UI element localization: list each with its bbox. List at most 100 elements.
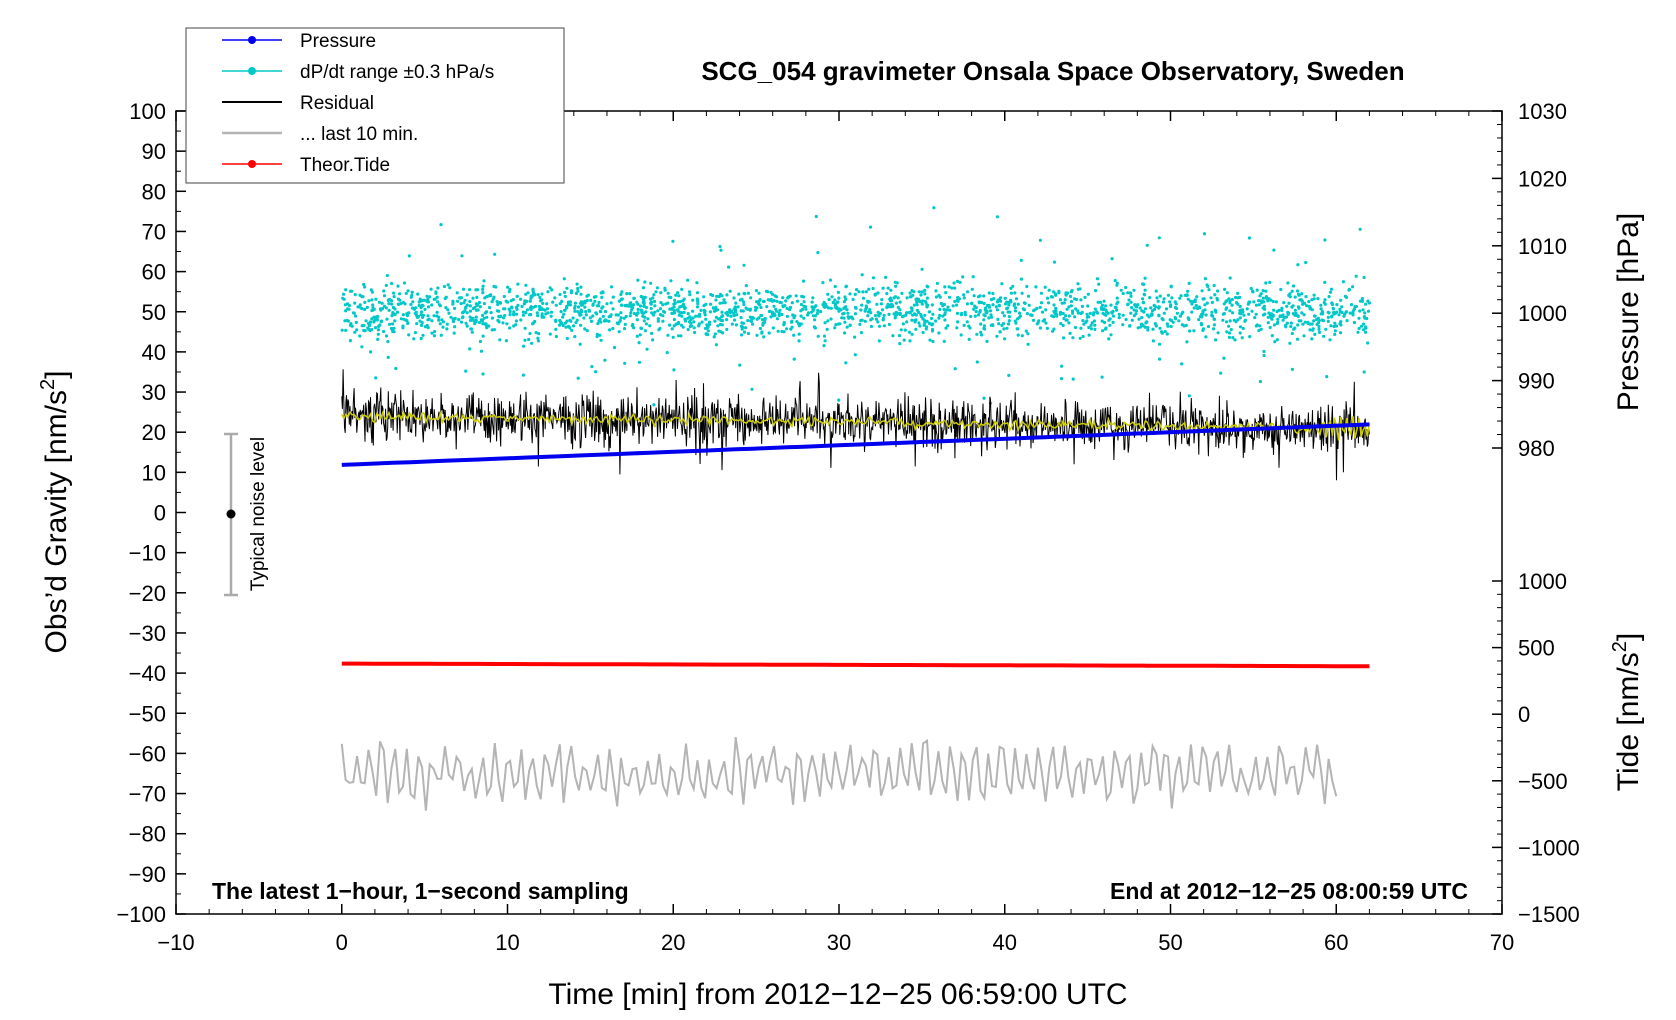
dpdt-point xyxy=(669,279,673,283)
dpdt-point xyxy=(666,291,670,295)
dpdt-point xyxy=(1058,298,1062,302)
dpdt-point xyxy=(497,309,501,313)
legend: Pressure dP/dt range ±0.3 hPa/s Residual… xyxy=(185,27,565,184)
legend-label-tide: Theor.Tide xyxy=(300,155,390,176)
dpdt-point xyxy=(452,331,456,335)
dpdt-point xyxy=(1169,284,1173,288)
dpdt-point xyxy=(1266,299,1270,303)
dpdt-point xyxy=(882,313,886,317)
dpdt-point xyxy=(683,319,688,323)
dpdt-point xyxy=(413,331,417,335)
dpdt-point xyxy=(1135,305,1139,309)
dpdt-point xyxy=(1106,311,1110,315)
dpdt-point xyxy=(953,299,957,304)
dpdt-point xyxy=(1040,310,1045,314)
dpdt-point xyxy=(615,321,619,325)
dpdt-point xyxy=(554,303,558,307)
dpdt-point xyxy=(1233,338,1237,342)
dpdt-point xyxy=(536,336,540,340)
y-left-tick-label: 50 xyxy=(142,300,166,325)
dpdt-point xyxy=(1198,315,1202,319)
dpdt-point xyxy=(797,339,801,343)
dpdt-point xyxy=(508,287,512,292)
dpdt-point xyxy=(744,306,748,310)
dpdt-point xyxy=(1312,293,1316,297)
dpdt-point xyxy=(1065,307,1069,311)
dpdt-point xyxy=(1007,319,1011,323)
dpdt-point xyxy=(1009,286,1013,290)
dpdt-point xyxy=(488,306,492,310)
dpdt-point xyxy=(880,308,885,312)
dpdt-point xyxy=(1179,294,1183,298)
dpdt-point xyxy=(1071,309,1075,313)
dpdt-point xyxy=(733,318,737,322)
dpdt-point xyxy=(737,292,741,296)
dpdt-point xyxy=(837,398,841,402)
dpdt-point xyxy=(1169,303,1173,307)
dpdt-point xyxy=(726,313,730,317)
dpdt-point xyxy=(989,309,993,313)
dpdt-point xyxy=(461,315,465,319)
dpdt-point xyxy=(648,324,652,328)
dpdt-point xyxy=(579,323,583,327)
dpdt-point xyxy=(563,290,567,294)
dpdt-point xyxy=(799,314,803,318)
dpdt-point xyxy=(778,308,782,312)
dpdt-point xyxy=(1351,285,1355,289)
dpdt-point xyxy=(1341,280,1345,284)
dpdt-point xyxy=(435,295,439,299)
dpdt-point xyxy=(395,310,400,314)
dpdt-point xyxy=(643,280,647,284)
dpdt-point xyxy=(888,305,892,309)
dpdt-point xyxy=(1205,301,1209,305)
dpdt-point xyxy=(498,315,502,319)
dpdt-point xyxy=(673,301,677,305)
dpdt-point xyxy=(1251,289,1255,293)
dpdt-point xyxy=(1158,342,1162,346)
dpdt-point xyxy=(354,320,358,324)
dpdt-point xyxy=(1320,312,1325,316)
dpdt-point xyxy=(982,324,987,328)
dpdt-point xyxy=(416,292,420,296)
dpdt-point xyxy=(1216,289,1220,293)
dpdt-point xyxy=(468,309,473,313)
dpdt-point xyxy=(536,293,540,297)
dpdt-point xyxy=(1271,299,1275,304)
dpdt-point xyxy=(799,309,803,313)
dpdt-point xyxy=(946,324,950,328)
dpdt-point xyxy=(969,314,973,319)
dpdt-point xyxy=(1297,293,1301,297)
dpdt-point xyxy=(741,309,745,313)
dpdt-point xyxy=(1310,298,1314,302)
dpdt-point xyxy=(474,315,478,319)
dpdt-point xyxy=(672,317,677,322)
dpdt-point xyxy=(369,288,373,292)
dpdt-point xyxy=(843,306,847,310)
dpdt-point xyxy=(683,306,687,311)
dpdt-point xyxy=(360,307,364,311)
dpdt-point xyxy=(1216,331,1220,335)
dpdt-point xyxy=(598,333,602,337)
dpdt-point xyxy=(943,312,947,317)
dpdt-point xyxy=(1151,339,1155,343)
dpdt-point xyxy=(1007,315,1012,319)
dpdt-point xyxy=(826,292,830,296)
dpdt-point xyxy=(922,323,926,327)
dpdt-point xyxy=(451,317,455,321)
dpdt-point xyxy=(843,320,847,324)
dpdt-point xyxy=(350,324,354,328)
dpdt-point xyxy=(974,306,978,310)
dpdt-point xyxy=(484,310,489,314)
dpdt-point xyxy=(995,334,999,338)
dpdt-point xyxy=(1200,289,1204,293)
dpdt-point xyxy=(925,296,930,300)
dpdt-point xyxy=(1320,310,1324,314)
dpdt-point xyxy=(641,295,645,299)
dpdt-point xyxy=(414,310,418,314)
dpdt-point xyxy=(348,339,352,343)
dpdt-point xyxy=(645,347,649,351)
dpdt-point xyxy=(695,297,700,301)
dpdt-point xyxy=(831,300,835,305)
dpdt-point xyxy=(1069,290,1073,294)
dpdt-point xyxy=(967,337,971,341)
